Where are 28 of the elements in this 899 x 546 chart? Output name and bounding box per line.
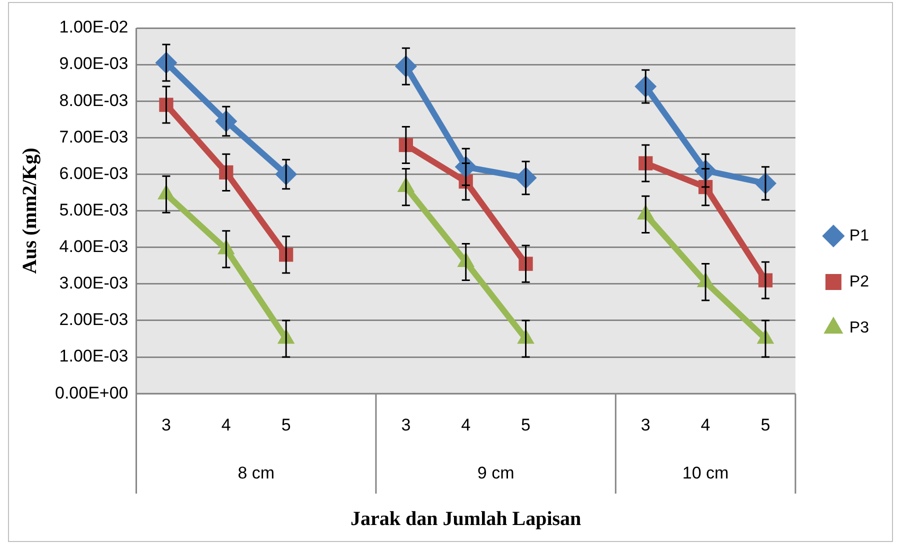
- y-tick-label: 4.00E-03: [59, 237, 128, 256]
- legend-label: P3: [849, 319, 870, 336]
- x-tick-label: 5: [760, 415, 770, 434]
- x-tick-label: 3: [161, 415, 171, 434]
- y-tick-label: 9.00E-03: [59, 54, 128, 74]
- y-tick-label: 1.00E-02: [59, 18, 128, 37]
- text: 8 cm: [238, 463, 275, 482]
- x-tick-label: 5: [521, 415, 531, 434]
- y-tick-label: 1.00E-03: [59, 346, 128, 366]
- x-tick-label: 4: [221, 415, 231, 434]
- text: 9 cm: [477, 463, 514, 482]
- y-axis-title: Aus (mm2/Kg): [19, 148, 42, 274]
- x-axis-title: Jarak dan Jumlah Lapisan: [350, 508, 582, 530]
- y-tick-label: 6.00E-03: [59, 164, 128, 183]
- y-tick-label: 8.00E-03: [59, 90, 128, 110]
- y-tick-label: 3.00E-03: [59, 274, 128, 293]
- legend-label: P1: [849, 227, 870, 244]
- x-tick-label: 4: [700, 415, 710, 434]
- x-tick-label: 3: [640, 415, 650, 434]
- legend-label: P2: [849, 273, 870, 290]
- y-tick-label: 5.00E-03: [59, 200, 128, 220]
- x-tick-label: 3: [401, 415, 411, 434]
- text: 10 cm: [682, 463, 729, 482]
- y-tick-label: 7.00E-03: [59, 127, 128, 146]
- y-tick-label: 0.00E+00: [54, 383, 128, 402]
- x-tick-label: 4: [461, 415, 471, 434]
- y-tick-label: 2.00E-03: [59, 310, 128, 330]
- x-tick-label: 5: [281, 415, 291, 434]
